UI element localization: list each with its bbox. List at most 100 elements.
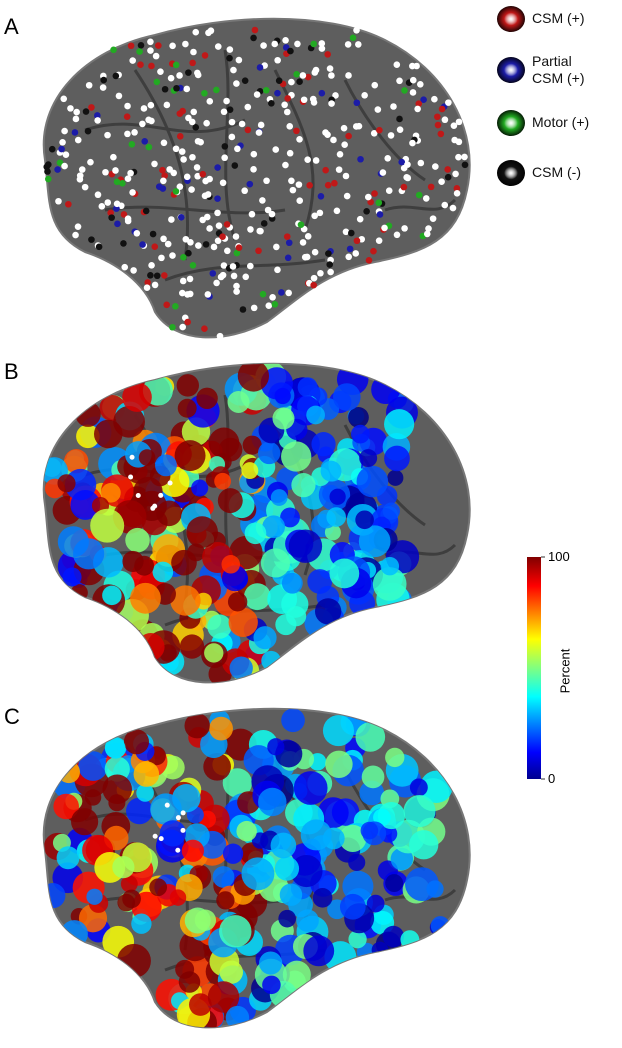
electrode: [271, 301, 279, 308]
electrode: [188, 186, 195, 193]
heat-blob: [262, 515, 286, 539]
electrode: [293, 71, 300, 78]
electrode: [189, 153, 196, 161]
electrode: [312, 66, 320, 74]
heat-blob: [131, 913, 152, 934]
heat-blob: [274, 856, 300, 881]
heat-blob: [227, 391, 250, 413]
heat-blob: [348, 930, 367, 949]
heat-blob: [384, 445, 410, 472]
electrode: [88, 236, 95, 243]
sulcus: [84, 118, 246, 134]
electrode: [331, 179, 338, 187]
heat-blob: [329, 488, 346, 505]
electrode: [179, 323, 186, 331]
electrode: [409, 139, 416, 147]
electrode: [455, 138, 463, 146]
electrode: [176, 72, 183, 79]
electrode: [155, 183, 163, 191]
electrode: [153, 272, 161, 280]
electrode: [310, 274, 318, 282]
heat-blob: [186, 516, 218, 548]
electrode: [104, 199, 112, 206]
electrode: [233, 80, 240, 87]
electrode: [250, 150, 258, 158]
heat-blob: [312, 887, 333, 908]
electrode: [189, 262, 197, 269]
heat-blob: [382, 925, 405, 948]
heat-blob: [278, 909, 296, 928]
electrode: [113, 178, 121, 186]
heat-blob: [385, 874, 404, 893]
electrode: [173, 84, 180, 92]
electrode: [110, 153, 117, 161]
heat-blob: [279, 883, 303, 906]
colorbar-tick-label: 0: [548, 771, 555, 786]
electrode: [387, 132, 395, 139]
heat-blob: [102, 774, 132, 805]
electrode: [194, 137, 202, 145]
electrode: [44, 161, 52, 168]
electrode: [220, 108, 228, 116]
electrode: [453, 190, 461, 197]
heat-blob: [177, 398, 197, 418]
heat-blob: [171, 549, 197, 576]
heat-blob: [314, 598, 342, 625]
electrode: [224, 247, 231, 255]
electrode: [190, 108, 198, 116]
electrode: [244, 103, 252, 111]
electrode: [283, 108, 291, 116]
electrode: [259, 290, 267, 298]
electrode: [148, 262, 155, 269]
electrode: [100, 76, 108, 84]
electrode: [84, 127, 92, 135]
heat-blob: [339, 893, 366, 920]
electrode: [95, 243, 103, 251]
electrode: [115, 92, 123, 100]
electrode: [286, 149, 294, 157]
electrode: [204, 291, 212, 298]
electrode: [409, 89, 417, 96]
electrode: [99, 84, 107, 91]
electrode: [425, 225, 432, 232]
heat-blob: [70, 584, 88, 602]
electrode: [94, 112, 101, 119]
heat-blob: [204, 643, 224, 663]
electrode: [124, 130, 131, 138]
electrode: [230, 272, 238, 280]
electrode: [121, 263, 129, 271]
electrode: [172, 61, 180, 69]
electrode: [400, 183, 408, 191]
electrode: [151, 243, 159, 251]
electrode: [342, 228, 350, 236]
electrode: [282, 36, 289, 44]
heat-blob: [236, 820, 257, 842]
electrode: [265, 302, 273, 309]
electrode: [259, 197, 266, 204]
electrode: [139, 120, 146, 128]
heat-blob: [138, 449, 156, 466]
electrode: [228, 118, 236, 126]
electrode: [160, 177, 167, 185]
electrode: [164, 240, 172, 248]
electrode: [322, 166, 329, 174]
heat-blob: [333, 383, 361, 411]
electrode: [297, 221, 305, 228]
electrode: [209, 270, 217, 277]
electrode: [142, 207, 150, 215]
heat-blob: [78, 751, 108, 781]
electrode: [193, 164, 201, 171]
legend-marker: [497, 6, 525, 32]
electrode: [381, 224, 388, 232]
heat-blob: [290, 854, 323, 888]
electrode: [71, 129, 79, 136]
electrode: [137, 61, 144, 69]
heat-blob: [351, 424, 370, 444]
electrode: [185, 69, 192, 76]
electrode: [401, 87, 408, 94]
electrode: [65, 200, 72, 208]
heat-blob: [75, 401, 101, 427]
heat-blob: [207, 981, 240, 1013]
heat-blob: [361, 765, 385, 789]
electrode: [202, 241, 210, 248]
